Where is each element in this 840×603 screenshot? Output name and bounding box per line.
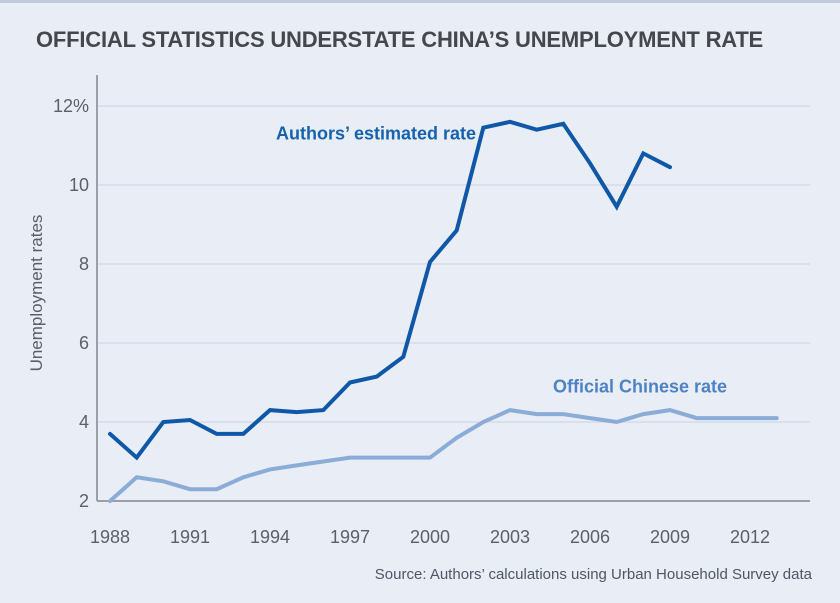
x-tick-label-2003: 2003 — [490, 527, 530, 547]
y-tick-label-6: 6 — [79, 333, 89, 353]
y-tick-label-4: 4 — [79, 412, 89, 432]
x-tick-label-2012: 2012 — [730, 527, 770, 547]
x-tick-label-2006: 2006 — [570, 527, 610, 547]
y-tick-label-8: 8 — [79, 254, 89, 274]
line-chart-canvas: 2 4 6 8 10 12% 1988 1991 1994 1997 2000 2003 2006 200… — [53, 75, 810, 547]
y-tick-label-12: 12% — [53, 96, 89, 116]
y-tick-label-10: 10 — [69, 175, 89, 195]
x-tick-label-1988: 1988 — [90, 527, 130, 547]
x-tick-label-2000: 2000 — [410, 527, 450, 547]
x-tick-label-1991: 1991 — [170, 527, 210, 547]
series-label-official-chinese-rate: Official Chinese rate — [552, 376, 728, 397]
source-note: Source: Authors’ calculations using Urba… — [374, 566, 812, 583]
official-chinese-line — [108, 408, 779, 503]
chart-title: OFFICIAL STATISTICS UNDERSTATE CHINA’S U… — [36, 27, 764, 52]
x-tick-label-1997: 1997 — [330, 527, 370, 547]
series-label-authors-estimated-rate: Authors’ estimated rate — [275, 123, 477, 144]
y-tick-label-2: 2 — [79, 491, 89, 511]
x-tick-label-2009: 2009 — [650, 527, 690, 547]
x-tick-label-1994: 1994 — [250, 527, 290, 547]
y-axis-title: Unemployment rates — [27, 214, 46, 372]
authors-estimated-line — [108, 119, 672, 461]
